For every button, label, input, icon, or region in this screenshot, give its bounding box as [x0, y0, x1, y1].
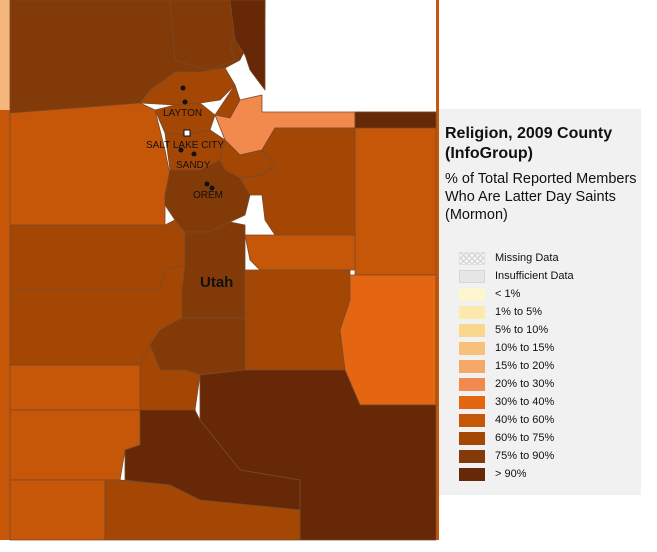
county-uintah	[354, 111, 437, 276]
legend-label: Missing Data	[495, 252, 559, 264]
county-juab	[9, 219, 186, 291]
neighbor-region-nw	[0, 0, 10, 110]
legend-label: 75% to 90%	[495, 450, 555, 462]
city-label-layton: LAYTON	[163, 108, 202, 119]
legend-label: 10% to 15%	[495, 342, 555, 354]
legend-item: 20% to 30%	[459, 376, 554, 392]
state-label: Utah	[200, 274, 233, 291]
legend-label: 40% to 60%	[495, 414, 555, 426]
legend-label: 5% to 10%	[495, 324, 549, 336]
city-label-sandy: SANDY	[176, 160, 211, 171]
legend-swatch	[459, 251, 485, 265]
neighbor-region-west-lower	[0, 360, 10, 540]
legend-label: 20% to 30%	[495, 378, 555, 390]
legend-label: 1% to 5%	[495, 306, 543, 318]
legend-item: > 90%	[459, 466, 527, 482]
layton-marker	[180, 85, 186, 91]
neighbor-region-west	[0, 110, 10, 360]
legend-label: 15% to 20%	[495, 360, 555, 372]
legend-item: 5% to 10%	[459, 322, 548, 338]
city-label-salt-lake-city: SALT LAKE CITY	[146, 140, 224, 151]
county-sanpete	[181, 221, 246, 319]
county-iron	[9, 409, 141, 481]
legend-swatch	[459, 467, 485, 481]
legend-swatch	[459, 359, 485, 373]
legend-label: 30% to 40%	[495, 396, 555, 408]
legend-item: 30% to 40%	[459, 394, 554, 410]
county-utah	[164, 159, 251, 233]
county-washington	[9, 479, 121, 541]
legend-swatch	[459, 431, 485, 445]
legend-swatch	[459, 269, 485, 283]
legend-swatch	[459, 305, 485, 319]
legend-swatch	[459, 395, 485, 409]
legend-item: 10% to 15%	[459, 340, 554, 356]
legend-subtitle: % of Total Reported Members Who Are Latt…	[445, 171, 637, 223]
salt-lake-city-dot	[178, 147, 184, 153]
county-kane	[104, 479, 301, 541]
legend-swatch	[459, 413, 485, 427]
county-carbon	[244, 234, 356, 271]
sandy-marker	[191, 151, 197, 157]
county-emery	[244, 269, 351, 371]
city-label-orem: OREM	[193, 190, 223, 201]
county-grand	[339, 274, 437, 406]
legend-item: Missing Data	[459, 250, 559, 266]
legend-label: > 90%	[495, 468, 527, 480]
salt-lake-city-marker	[183, 129, 191, 137]
legend-item: 40% to 60%	[459, 412, 554, 428]
neighbor-region-east	[436, 0, 439, 540]
legend-item: Insufficient Data	[459, 268, 574, 284]
county-daggett	[354, 111, 437, 129]
county-rich	[229, 0, 266, 91]
legend-title: Religion, 2009 County (InfoGroup)	[445, 125, 613, 162]
layton-marker-2	[182, 99, 188, 105]
legend-panel: Religion, 2009 County (InfoGroup) % of T…	[439, 109, 641, 495]
legend-item: 60% to 75%	[459, 430, 554, 446]
legend-label: Insufficient Data	[495, 270, 574, 282]
legend-label: < 1%	[495, 288, 521, 300]
legend-item: 15% to 20%	[459, 358, 554, 374]
legend-item: < 1%	[459, 286, 520, 302]
legend-item: 1% to 5%	[459, 304, 542, 320]
legend-item: 75% to 90%	[459, 448, 554, 464]
orem-marker-2	[209, 185, 215, 191]
legend-swatch	[459, 341, 485, 355]
orem-marker	[204, 181, 210, 187]
county-tooele	[9, 102, 171, 226]
legend-label: 60% to 75%	[495, 432, 555, 444]
legend-swatch	[459, 377, 485, 391]
county-duchesne	[239, 127, 356, 236]
legend-swatch	[459, 287, 485, 301]
county-beaver	[9, 364, 141, 411]
legend-swatch	[459, 323, 485, 337]
legend-swatch	[459, 449, 485, 463]
